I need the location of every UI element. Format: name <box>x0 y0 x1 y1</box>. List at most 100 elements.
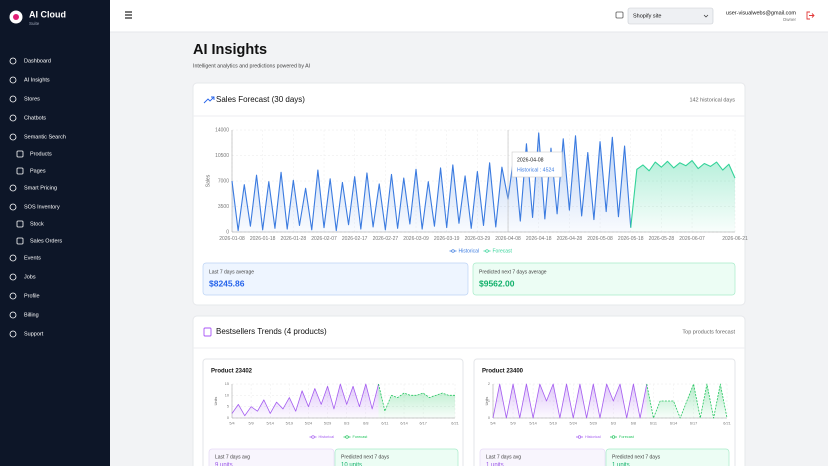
legend-marker <box>577 435 582 439</box>
x-tick-label: 6/21 <box>723 421 730 425</box>
legend-label[interactable]: Historical <box>459 248 480 254</box>
nav-label[interactable]: Smart Pricing <box>24 185 57 191</box>
nav-icon <box>16 237 24 245</box>
nav-item[interactable]: Pages <box>16 167 46 174</box>
nav-label[interactable]: Events <box>24 255 41 261</box>
x-tick-label: 6/17 <box>690 421 697 425</box>
nav-icon <box>9 95 17 103</box>
nav-label[interactable]: Billing <box>24 312 39 318</box>
nav-label[interactable]: Profile <box>24 293 40 299</box>
legend-label[interactable]: Historical <box>319 435 335 439</box>
legend-item[interactable]: Historical <box>576 435 601 439</box>
product-stats: Last 7 days avg 9 units Predicted next 7 d… <box>208 448 730 466</box>
nav-item[interactable]: Semantic Search <box>9 133 66 140</box>
nav-label[interactable]: Chatbots <box>24 115 46 121</box>
nav-item[interactable]: Events <box>9 254 41 262</box>
area-fill <box>378 384 455 418</box>
nav-item[interactable]: Stores <box>9 95 40 103</box>
tooltip <box>511 151 563 178</box>
x-tick-label: 2026-05-28 <box>649 236 675 242</box>
y-tick-label: 15 <box>225 382 229 386</box>
y-tick-label: 0 <box>227 416 229 420</box>
card-subtitle: 142 historical days <box>689 97 735 103</box>
legend-item[interactable]: Forecast <box>483 248 513 254</box>
nav-label[interactable]: SOS Inventory <box>24 204 60 210</box>
x-tick-label: 6/8 <box>363 421 368 425</box>
stat-value: 9 units <box>215 463 233 466</box>
y-tick-label: 5 <box>227 405 229 409</box>
legend-label[interactable]: Forecast <box>619 435 635 439</box>
stat-box <box>208 448 335 466</box>
stat-value: $9562.00 <box>479 278 515 288</box>
legend-marker <box>485 249 489 253</box>
nav-label[interactable]: Jobs <box>24 274 36 280</box>
x-tick-label: 5/29 <box>590 421 597 425</box>
menu-button[interactable] <box>125 11 132 19</box>
legend-label[interactable]: Historical <box>585 435 601 439</box>
page-subtitle: Intelligent analytics and predictions po… <box>193 63 310 69</box>
legend-item[interactable]: Forecast <box>343 435 369 439</box>
x-tick-label: 6/17 <box>419 421 426 425</box>
brand-logo-dot <box>13 14 19 20</box>
series-line <box>231 132 632 232</box>
stat-label: Last 7 days avg <box>215 454 250 460</box>
nav-item[interactable]: Sales Orders <box>16 237 62 245</box>
stat-label: Last 7 days average <box>209 269 254 275</box>
nav-item[interactable]: Chatbots <box>9 114 46 121</box>
x-tick-label: 6/11 <box>650 421 657 425</box>
user-role: Owner <box>783 17 797 22</box>
area-fill <box>493 384 647 418</box>
legend-item[interactable]: Historical <box>309 435 335 439</box>
nav-item[interactable]: Products <box>16 150 52 158</box>
y-axis-label: Units <box>485 397 489 406</box>
nav-icon <box>16 150 24 158</box>
x-tick-label: 5/29 <box>324 421 331 425</box>
nav-label[interactable]: Stock <box>30 221 44 227</box>
chart-title: Product 23400 <box>482 369 524 375</box>
y-tick-label: 14000 <box>215 127 229 133</box>
store-select[interactable]: Shopify site <box>627 7 714 25</box>
nav-label[interactable]: Pages <box>30 168 46 174</box>
nav-item[interactable]: SOS Inventory <box>9 203 60 210</box>
nav-icon <box>9 254 17 262</box>
x-tick-label: 5/24 <box>570 421 577 425</box>
nav-item[interactable]: Jobs <box>9 273 36 280</box>
nav-label[interactable]: Support <box>24 331 44 337</box>
nav-item[interactable]: AI Insights <box>9 76 50 83</box>
area-fill <box>630 160 735 232</box>
stat-box <box>202 262 469 296</box>
store-select-value[interactable]: Shopify site <box>633 13 661 19</box>
nav-label[interactable]: Semantic Search <box>24 134 66 140</box>
nav-item[interactable]: Profile <box>9 292 40 300</box>
topbar <box>110 0 828 32</box>
area-fill <box>646 384 727 418</box>
legend-label[interactable]: Forecast <box>353 435 369 439</box>
brand-tagline: Suite <box>29 21 40 26</box>
nav-item[interactable]: Dashboard <box>9 57 51 64</box>
x-tick-label: 2026-02-17 <box>342 236 368 242</box>
nav-item[interactable]: Smart Pricing <box>9 184 57 191</box>
x-tick-label: 6/21 <box>451 421 458 425</box>
nav-label[interactable]: Dashboard <box>24 58 51 64</box>
nav-item[interactable]: Support <box>9 330 44 337</box>
legend-item[interactable]: Forecast <box>610 435 635 439</box>
bag-icon <box>203 327 212 337</box>
logout-button[interactable] <box>806 11 815 20</box>
legend-label[interactable]: Forecast <box>493 248 513 254</box>
page-title: AI Insights <box>193 42 267 58</box>
user-email: user-visualwebs@gmail.com <box>726 10 796 16</box>
x-tick-label: 5/14 <box>267 421 274 425</box>
nav-label[interactable]: Sales Orders <box>30 238 62 244</box>
nav-icon <box>9 292 17 300</box>
y-tick-label: 3500 <box>218 204 229 210</box>
x-tick-label: 5/19 <box>286 421 293 425</box>
x-tick-label: 2026-04-28 <box>557 236 583 242</box>
legend-item[interactable]: Historical <box>449 248 480 254</box>
x-tick-label: 2026-01-08 <box>219 236 245 242</box>
nav-label[interactable]: Stores <box>24 96 40 102</box>
nav-label[interactable]: AI Insights <box>24 77 50 83</box>
nav-item[interactable]: Stock <box>16 220 44 227</box>
nav-label[interactable]: Products <box>30 151 52 157</box>
x-tick-label: 5/19 <box>549 421 556 425</box>
nav-item[interactable]: Billing <box>9 311 39 318</box>
